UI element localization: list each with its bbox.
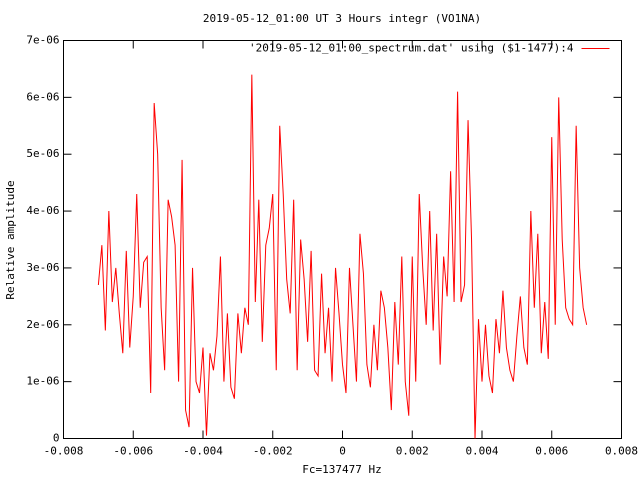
x-tick-label: 0.006 <box>535 445 568 458</box>
x-tick-label: -0.004 <box>183 445 223 458</box>
x-tick-label: 0.004 <box>465 445 498 458</box>
y-tick-label: 6e-06 <box>26 90 59 103</box>
x-tick-label: 0 <box>339 445 346 458</box>
y-tick-label: 7e-06 <box>26 34 59 47</box>
y-tick-label: 3e-06 <box>26 261 59 274</box>
x-tick-label: 0.002 <box>396 445 429 458</box>
y-tick-label: 0 <box>53 432 60 445</box>
y-tick-label: 5e-06 <box>26 147 59 160</box>
y-axis-label: Relative amplitude <box>4 180 17 299</box>
x-tick-label: -0.006 <box>113 445 153 458</box>
legend-label: '2019-05-12_01:00_spectrum.dat' using ($… <box>249 42 574 55</box>
x-tick-label: 0.008 <box>605 445 638 458</box>
x-tick-label: -0.002 <box>253 445 293 458</box>
chart-title: 2019-05-12_01:00 UT 3 Hours integr (VO1N… <box>203 12 481 25</box>
data-line <box>97 74 588 439</box>
y-tick-label: 4e-06 <box>26 204 59 217</box>
y-tick-label: 1e-06 <box>26 375 59 388</box>
x-axis-label: Fc=137477 Hz <box>302 463 381 476</box>
y-tick-label: 2e-06 <box>26 318 59 331</box>
x-tick-label: -0.008 <box>44 445 84 458</box>
